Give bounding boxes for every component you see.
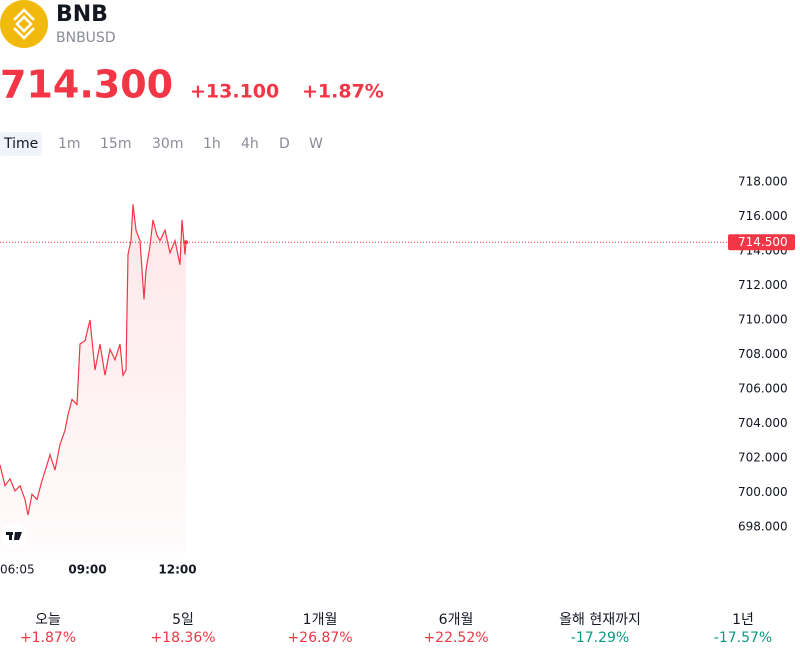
timeframe-tab[interactable]: Time — [3, 136, 38, 152]
y-tick-label: 716.000 — [738, 209, 788, 223]
period-change: +18.36% — [150, 630, 215, 646]
last-price-label: 714.500 — [738, 235, 788, 249]
period-label[interactable]: 오늘 — [35, 612, 61, 628]
price-area — [0, 204, 186, 554]
y-tick-label: 710.000 — [738, 312, 788, 326]
price: 714.300 — [0, 63, 173, 107]
period-change: +22.52% — [423, 630, 488, 646]
y-tick-label: 706.000 — [738, 382, 788, 396]
period-change: -17.57% — [714, 630, 772, 646]
tv-logo — [1, 523, 27, 549]
y-tick-label: 702.000 — [738, 451, 788, 465]
last-price-tag — [728, 234, 795, 251]
period-label[interactable]: 5일 — [172, 612, 194, 628]
period-label[interactable]: 1년 — [732, 612, 754, 628]
logo — [0, 0, 48, 48]
period-label[interactable]: 1개월 — [303, 612, 338, 628]
y-tick-label: 718.000 — [738, 174, 788, 188]
y-tick-label: 704.000 — [738, 416, 788, 430]
y-tick-label: 712.000 — [738, 278, 788, 292]
y-tick-label: 698.000 — [738, 520, 788, 534]
tab-active-bg — [0, 132, 42, 156]
x-tick-label: 12:00 — [158, 563, 196, 577]
timeframe-tab[interactable]: 1m — [58, 136, 81, 152]
period-label[interactable]: 6개월 — [439, 612, 474, 628]
period-change: -17.29% — [571, 630, 629, 646]
x-tick-label: 09:00 — [68, 563, 106, 577]
period-label[interactable]: 올해 현재까지 — [559, 612, 641, 628]
price-change: +13.100 — [190, 81, 279, 103]
timeframe-tab[interactable]: W — [309, 136, 323, 152]
timeframe-tab[interactable]: 30m — [152, 136, 183, 152]
y-tick-label: 708.000 — [738, 347, 788, 361]
price-change-percent: +1.87% — [302, 81, 384, 103]
timeframe-tab[interactable]: 1h — [203, 136, 221, 152]
timeframe-tab[interactable]: 15m — [100, 136, 131, 152]
symbol-code: BNBUSD — [56, 30, 116, 46]
symbol-title: BNB — [56, 2, 108, 27]
period-change: +26.87% — [287, 630, 352, 646]
y-tick-label: 700.000 — [738, 485, 788, 499]
timeframe-tab[interactable]: D — [279, 136, 290, 152]
x-tick-label: 06:05 — [0, 563, 35, 577]
price-line — [0, 204, 187, 516]
timeframe-tab[interactable]: 4h — [241, 136, 259, 152]
period-change: +1.87% — [20, 630, 76, 646]
